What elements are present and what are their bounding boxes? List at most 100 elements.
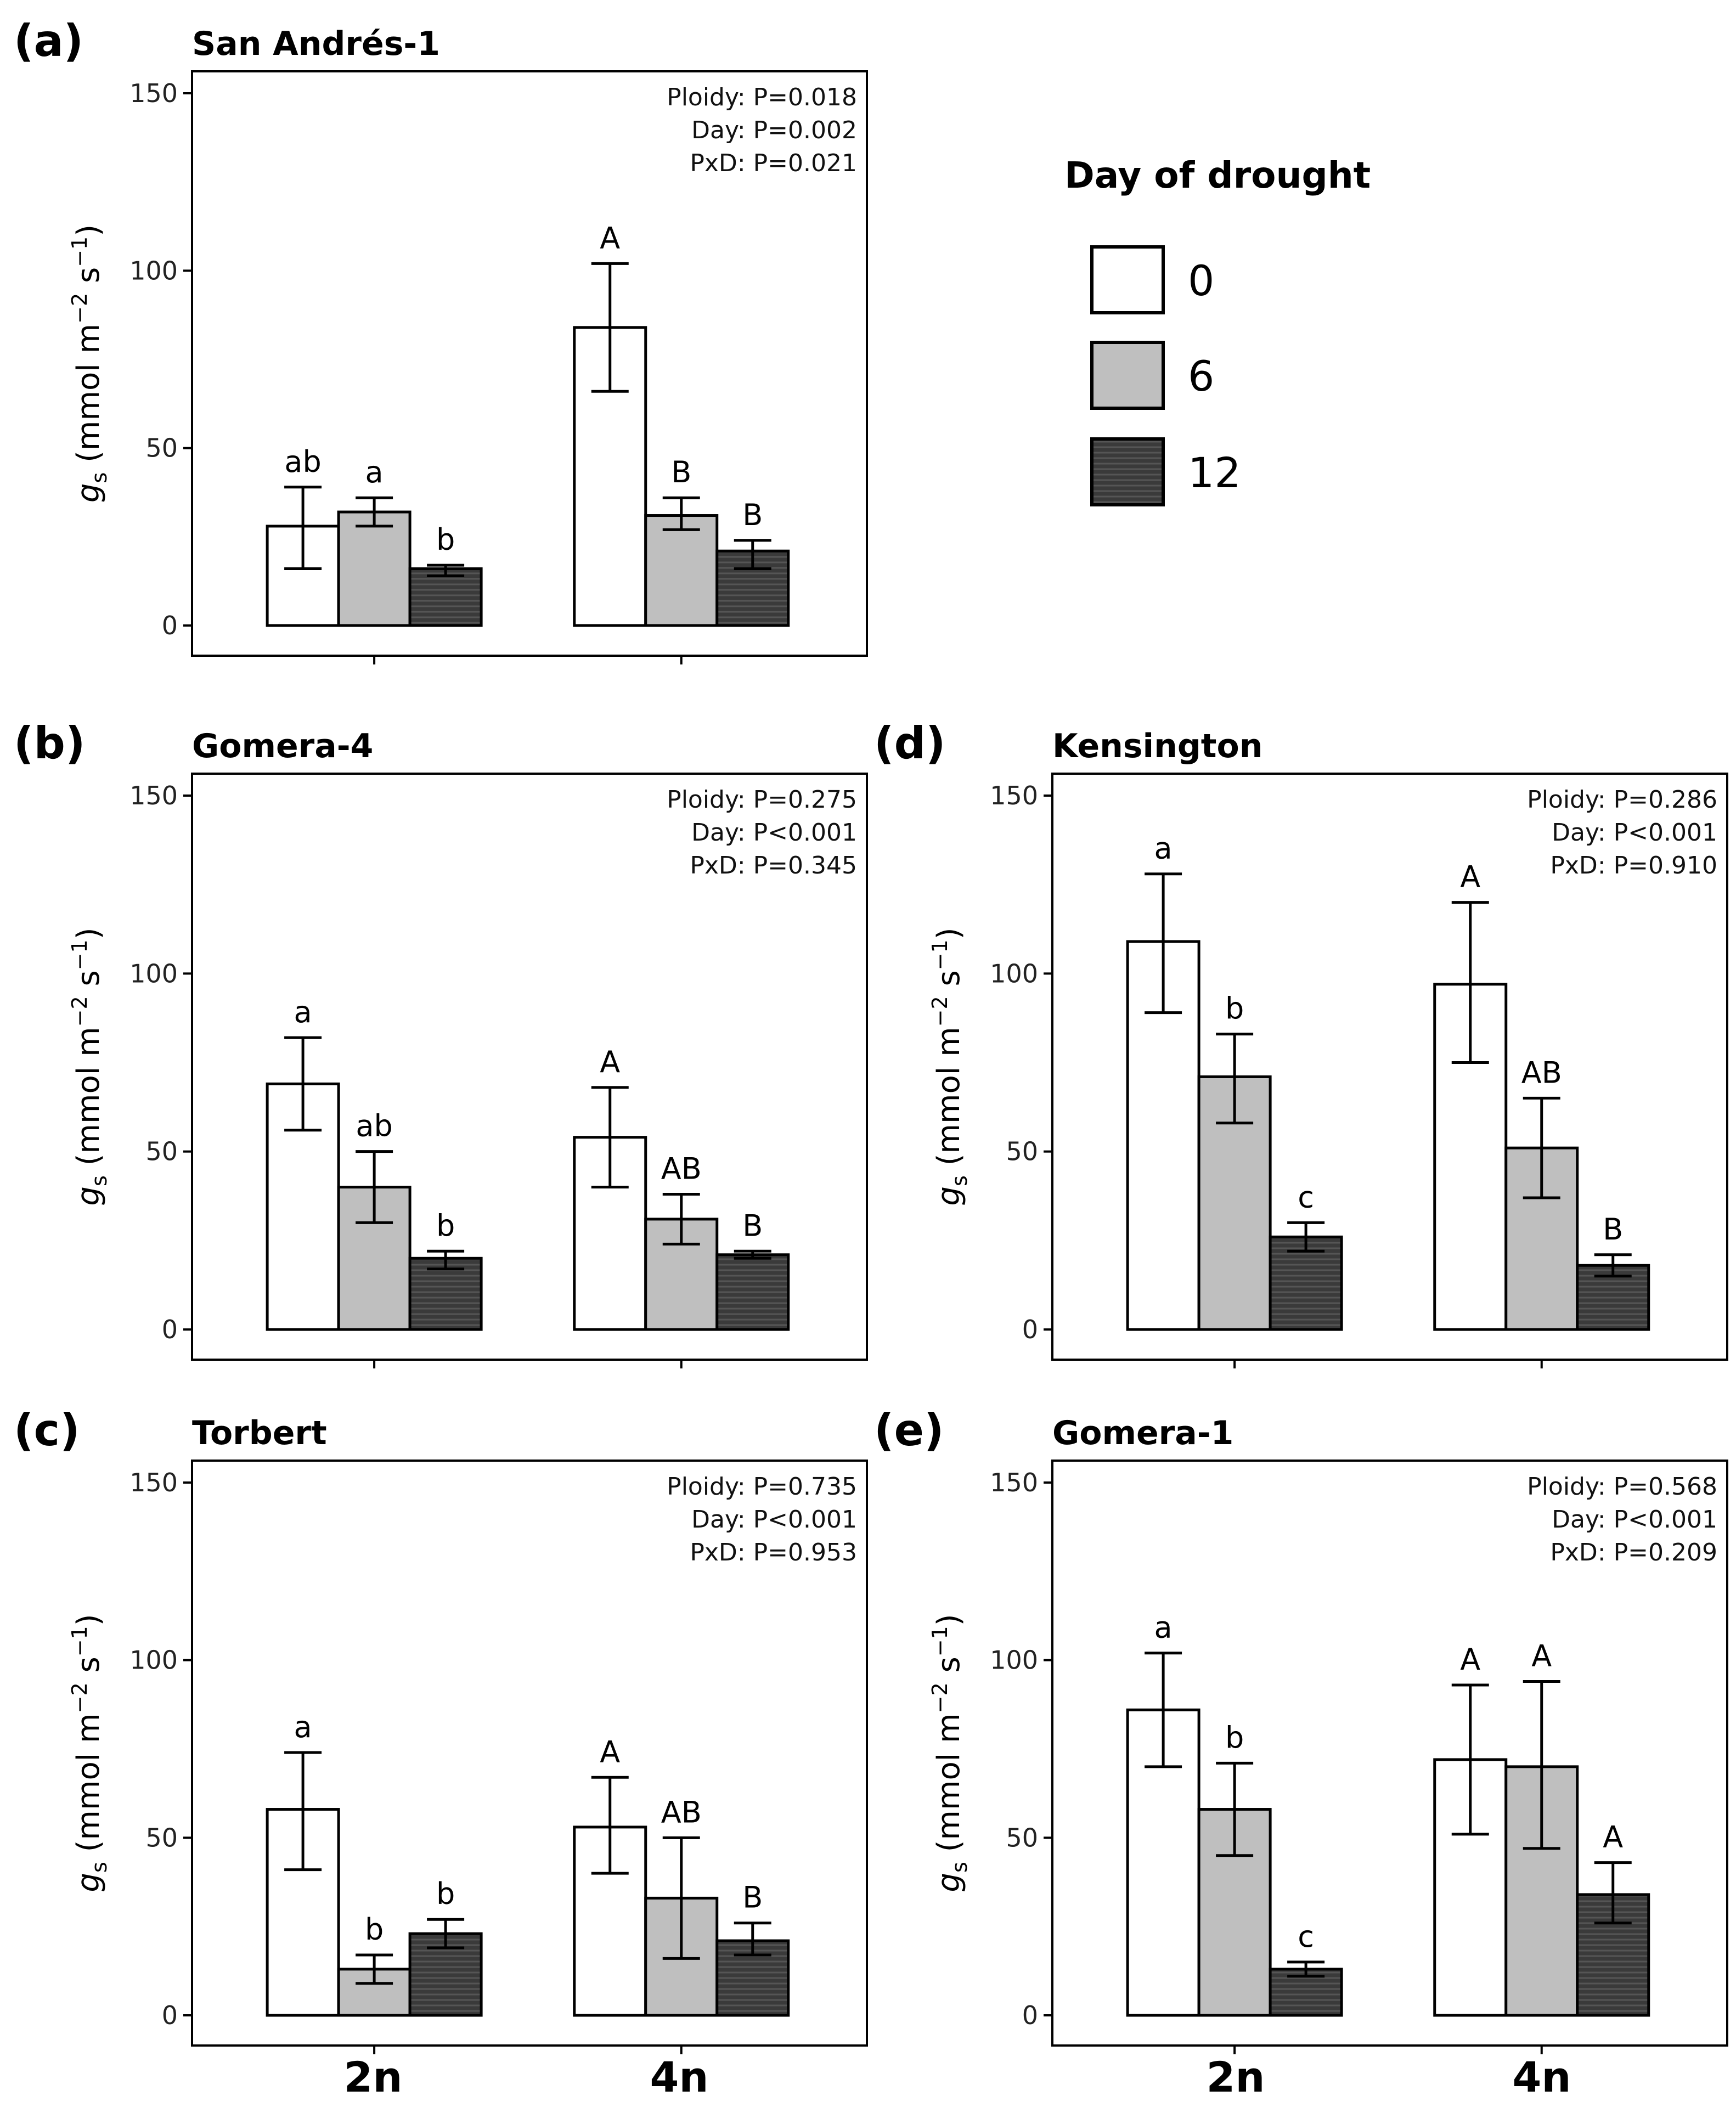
significance-letter: A [600, 1734, 620, 1769]
panel-title: Gomera-4 [192, 727, 373, 765]
panel-letter: (e) [874, 1405, 944, 1456]
y-tick-label: 100 [129, 959, 178, 988]
significance-letter: AB [661, 1152, 702, 1186]
significance-letter: b [436, 1208, 455, 1243]
significance-letter: A [1460, 860, 1480, 894]
y-tick-label: 50 [145, 433, 178, 463]
significance-letter: a [365, 455, 384, 489]
y-tick-label: 50 [145, 1137, 178, 1167]
significance-letter: AB [661, 1795, 702, 1829]
panel-frame [1051, 773, 1728, 1361]
y-tick-label: 0 [162, 1315, 178, 1344]
panel-a: (a) San Andrés-1 0 50 100 150 gs (mmol m−2 s−1… [14, 15, 868, 664]
significance-letter: a [294, 1710, 312, 1744]
stats-line: Day: P<0.001 [691, 819, 857, 847]
significance-letter: c [1298, 1919, 1314, 1954]
significance-letter: B [1603, 1212, 1623, 1247]
significance-letter: b [436, 522, 455, 557]
y-tick-label: 150 [129, 78, 178, 108]
legend-swatch-6 [1090, 341, 1165, 410]
panel-title: Gomera-1 [1052, 1414, 1233, 1452]
significance-letter: B [742, 498, 763, 532]
panel-frame [191, 70, 868, 657]
panel-e: (e) Gomera-1 0 50 100 150 gs (mmol m−2 s−1) Plo… [874, 1405, 1728, 2054]
stats-line: PxD: P=0.345 [690, 852, 857, 880]
legend-swatch-0 [1090, 245, 1165, 314]
panel-letter: (d) [874, 718, 945, 769]
panel-title: San Andrés-1 [192, 25, 440, 63]
panel-frame [1051, 1460, 1728, 2047]
y-axis-label: gs (mmol m−2 s−1) [67, 224, 111, 503]
significance-letter: B [671, 455, 691, 489]
stats-line: PxD: P=0.910 [1550, 852, 1717, 880]
y-tick-label: 0 [1022, 2001, 1038, 2030]
significance-letter: A [600, 221, 620, 255]
bar-day6-4n [644, 514, 719, 627]
stats-line: Day: P<0.001 [1552, 1506, 1717, 1534]
panel-d: (d) Kensington 0 50 100 150 gs (mmol m−2 s−1) P… [874, 718, 1728, 1368]
significance-letter: a [294, 995, 312, 1029]
x-category-4n-right: 4n [1513, 2053, 1571, 2101]
x-category-4n-left: 4n [650, 2053, 709, 2101]
panel-frame [191, 773, 868, 1361]
significance-letter: b [1225, 1720, 1244, 1755]
y-tick-label: 150 [990, 1468, 1038, 1497]
significance-letter: B [742, 1880, 763, 1915]
panel-title: Kensington [1052, 727, 1262, 765]
y-axis-label: gs (mmol m−2 s−1) [67, 1614, 111, 1892]
y-tick-label: 150 [129, 1468, 178, 1497]
bar-day12-4n [715, 1253, 790, 1331]
significance-letter: b [365, 1912, 384, 1947]
x-category-2n-right: 2n [1207, 2053, 1265, 2101]
panel-frame [191, 1460, 868, 2047]
panel-letter: (c) [14, 1405, 80, 1456]
bar-day6-2n [337, 1186, 412, 1331]
y-axis-label: gs (mmol m−2 s−1) [928, 927, 972, 1205]
stats-line: Day: P=0.002 [691, 116, 857, 144]
significance-letter: B [742, 1208, 763, 1243]
x-category-2n-left: 2n [344, 2053, 403, 2101]
significance-letter: A [1460, 1642, 1480, 1677]
panel-title: Torbert [192, 1414, 327, 1452]
y-tick-label: 50 [1006, 1137, 1038, 1167]
y-tick-label: 150 [990, 781, 1038, 810]
panel-b: (b) Gomera-4 0 50 100 150 gs (mmol m−2 s−1) Plo… [14, 718, 868, 1368]
y-axis-label: gs (mmol m−2 s−1) [928, 1614, 972, 1892]
legend-swatch-12 [1090, 437, 1165, 506]
bar-day12-2n [408, 567, 483, 627]
y-tick-label: 100 [129, 1646, 178, 1675]
significance-letter: a [1154, 1610, 1173, 1645]
legend-label-12: 12 [1188, 448, 1241, 497]
y-tick-label: 100 [990, 1646, 1038, 1675]
y-tick-label: 50 [145, 1823, 178, 1852]
significance-letter: a [1154, 831, 1173, 866]
stats-line: PxD: P=0.021 [690, 149, 857, 177]
stats-line: PxD: P=0.953 [690, 1539, 857, 1567]
stats-line: Ploidy: P=0.735 [667, 1473, 857, 1501]
significance-letter: A [1603, 1820, 1623, 1855]
stats-line: PxD: P=0.209 [1550, 1539, 1717, 1567]
y-tick-label: 100 [129, 256, 178, 285]
panel-letter: (b) [14, 718, 85, 769]
stats-line: Day: P<0.001 [1552, 819, 1717, 847]
significance-letter: ab [356, 1109, 392, 1143]
y-axis-label: gs (mmol m−2 s−1) [67, 927, 111, 1205]
significance-letter: A [1531, 1639, 1552, 1674]
significance-letter: AB [1521, 1055, 1562, 1090]
stats-line: Day: P<0.001 [691, 1506, 857, 1534]
y-tick-label: 0 [162, 611, 178, 640]
stats-line: Ploidy: P=0.018 [667, 83, 857, 111]
legend-label-6: 6 [1188, 352, 1214, 401]
stats-line: Ploidy: P=0.568 [1527, 1473, 1717, 1501]
bar-day6-2n [337, 510, 412, 627]
y-tick-label: 100 [990, 959, 1038, 988]
panel-c: (c) Torbert 0 50 100 150 gs (mmol m−2 s−1) Ploi… [14, 1405, 868, 2054]
significance-letter: ab [284, 444, 321, 479]
legend-label-0: 0 [1188, 256, 1214, 305]
y-tick-label: 0 [162, 2001, 178, 2030]
significance-letter: b [1225, 991, 1244, 1026]
significance-letter: b [436, 1877, 455, 1911]
legend: Day of drought 0 6 12 [1064, 154, 1371, 506]
significance-letter: A [600, 1045, 620, 1079]
